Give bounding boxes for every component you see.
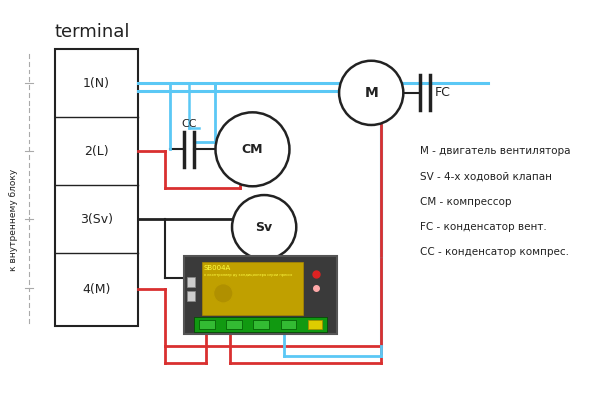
Text: FC - конденсатор вент.: FC - конденсатор вент. (420, 222, 547, 232)
Text: SV - 4-х ходовой клапан: SV - 4-х ходовой клапан (420, 171, 552, 182)
Text: 3(Sv): 3(Sv) (80, 213, 113, 226)
Text: CC: CC (181, 119, 197, 129)
Circle shape (216, 112, 290, 186)
Text: CM: CM (242, 143, 263, 156)
Text: к внутреннему блоку: к внутреннему блоку (8, 168, 18, 271)
Text: SB004A: SB004A (204, 265, 231, 271)
Bar (199, 320, 215, 329)
Text: CC - конденсатор компрес.: CC - конденсатор компрес. (420, 247, 569, 257)
Circle shape (232, 195, 296, 259)
Bar (194, 317, 327, 332)
Bar (187, 277, 195, 286)
Bar (202, 262, 303, 315)
Bar (187, 292, 195, 301)
Text: M: M (364, 86, 378, 100)
Text: 1(N): 1(N) (83, 77, 110, 90)
Bar (226, 320, 242, 329)
Text: 4(M): 4(M) (82, 283, 110, 296)
Text: M - двигатель вентилятора: M - двигатель вентилятора (420, 146, 570, 156)
Circle shape (213, 284, 233, 303)
Bar (308, 320, 322, 329)
Text: FC: FC (435, 86, 450, 99)
Text: Sv: Sv (256, 221, 273, 234)
Bar (253, 320, 269, 329)
Text: к кконтроллер ду кондиционера серии прессо: к кконтроллер ду кондиционера серии прес… (204, 273, 292, 277)
Text: CM - компрессор: CM - компрессор (420, 197, 511, 207)
Bar (55, 49, 138, 327)
Text: terminal: terminal (55, 23, 130, 41)
Text: 2(L): 2(L) (84, 145, 108, 158)
Circle shape (339, 61, 404, 125)
Bar (184, 256, 337, 334)
Bar (281, 320, 296, 329)
